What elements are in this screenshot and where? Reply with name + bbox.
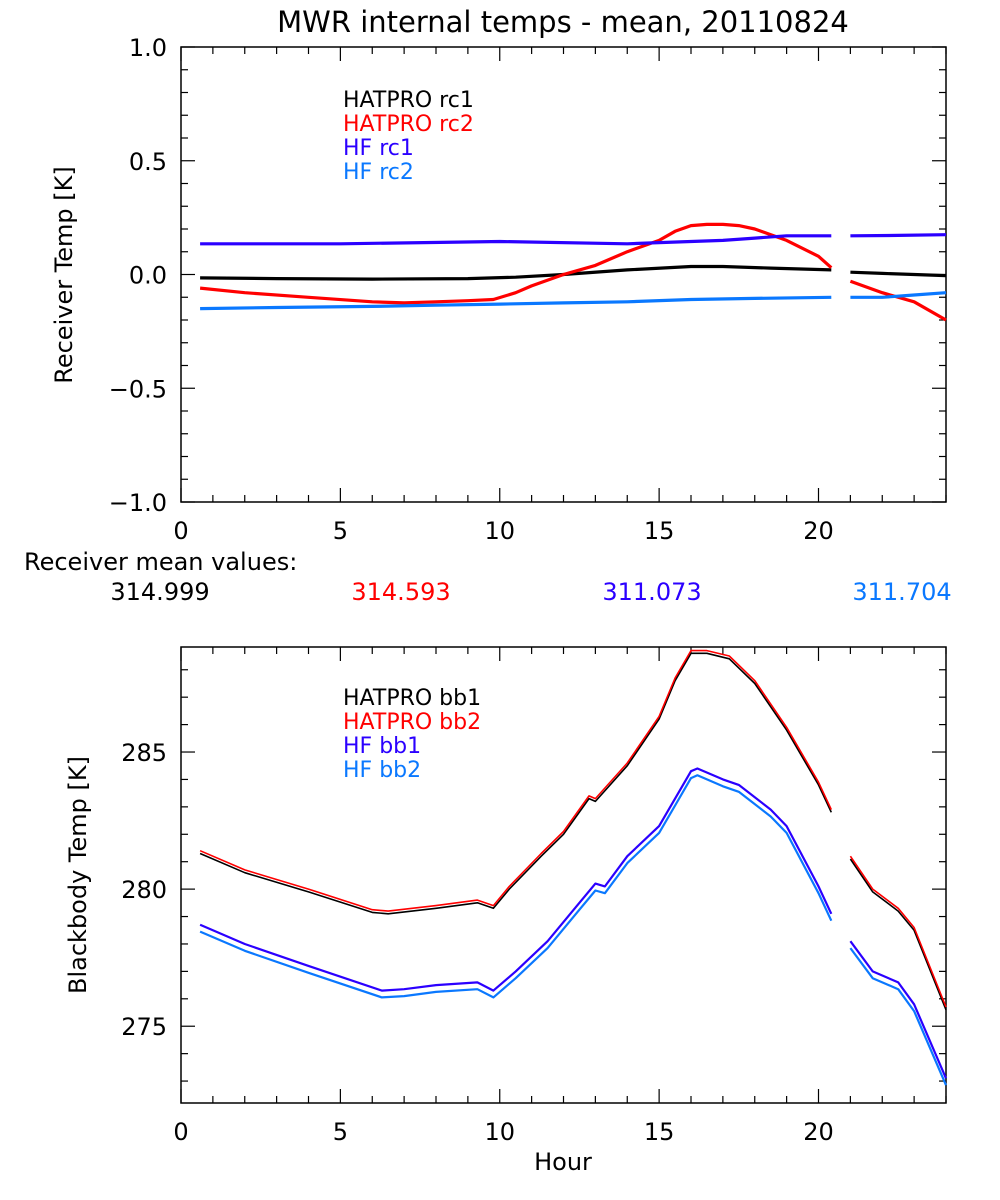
x-tick-label: 20	[803, 517, 834, 545]
series-line	[200, 264, 832, 281]
series-line	[199, 774, 833, 999]
mean-value: 314.593	[351, 578, 450, 606]
y-tick-label: 280	[121, 876, 167, 904]
series-line	[200, 295, 832, 311]
legend-entry: HATPRO bb2	[343, 710, 481, 735]
receiver-temp-panel: 0 5 10 15 20 −1.0 −0.5 0.0 0.5 1.0 HATPRO rc1HATP…	[50, 34, 947, 545]
y-tick-label: 275	[121, 1013, 167, 1041]
series-line	[200, 234, 832, 246]
x-tick-label: 10	[484, 1118, 515, 1146]
legend-entry: HF rc1	[343, 136, 414, 161]
axis-ticks: 0 5 10 15 20 −1.0 −0.5 0.0 0.5 1.0	[109, 34, 947, 545]
y-axis-title: Receiver Temp [K]	[50, 166, 78, 384]
series-line	[849, 855, 947, 1008]
series-line	[199, 222, 833, 305]
x-tick-label: 0	[173, 517, 188, 545]
series-line	[199, 767, 833, 992]
series-line	[850, 291, 947, 299]
y-tick-label: −1.0	[109, 489, 167, 517]
legend-entry: HF bb2	[343, 758, 421, 783]
series-line	[849, 947, 948, 1086]
series-line	[199, 652, 833, 915]
x-tick-label: 15	[644, 517, 675, 545]
y-tick-label: 0.0	[129, 262, 167, 290]
mean-value: 311.704	[852, 578, 951, 606]
series-line	[849, 940, 948, 1079]
y-tick-label: 0.5	[129, 148, 167, 176]
series-line	[849, 279, 947, 322]
series-hf-rc2	[200, 291, 947, 311]
y-tick-label: 1.0	[129, 34, 167, 62]
series-group	[199, 222, 947, 322]
axis-ticks: 0 5 10 15 20 275 280 285	[121, 647, 947, 1146]
mean-value: 311.073	[602, 578, 701, 606]
x-tick-label: 10	[484, 517, 515, 545]
x-tick-label: 15	[644, 1118, 675, 1146]
series-hf-bb2	[199, 774, 948, 1086]
legend-entry: HATPRO rc2	[343, 112, 474, 137]
x-tick-label: 0	[173, 1118, 188, 1146]
y-axis-title: Blackbody Temp [K]	[64, 756, 92, 994]
series-line	[850, 270, 947, 278]
mean-values-label: Receiver mean values:	[24, 548, 297, 576]
series-line	[849, 858, 947, 1011]
mean-value: 314.999	[110, 578, 209, 606]
legend-entry: HF rc2	[343, 160, 414, 185]
y-tick-label: 285	[121, 739, 167, 767]
series-hatpro-bb1	[199, 652, 947, 1011]
legend-entry: HATPRO bb1	[343, 686, 481, 711]
legend-entry: HATPRO rc1	[343, 88, 474, 113]
series-line	[850, 233, 947, 238]
series-hatpro-bb2	[199, 649, 947, 1008]
y-tick-label: −0.5	[109, 375, 167, 403]
plot-frame	[180, 646, 947, 1104]
series-hf-rc1	[200, 233, 947, 246]
x-tick-label: 5	[333, 517, 348, 545]
x-axis-title: Hour	[534, 1148, 592, 1176]
chart-title: MWR internal temps - mean, 20110824	[277, 5, 849, 39]
series-hf-bb1	[199, 767, 948, 1079]
x-tick-label: 20	[803, 1118, 834, 1146]
legend-entry: HF bb1	[343, 734, 421, 759]
x-tick-label: 5	[333, 1118, 348, 1146]
series-line	[199, 649, 833, 912]
series-group	[199, 649, 948, 1086]
mean-values: 314.999 314.593 311.073 311.704	[110, 578, 951, 606]
